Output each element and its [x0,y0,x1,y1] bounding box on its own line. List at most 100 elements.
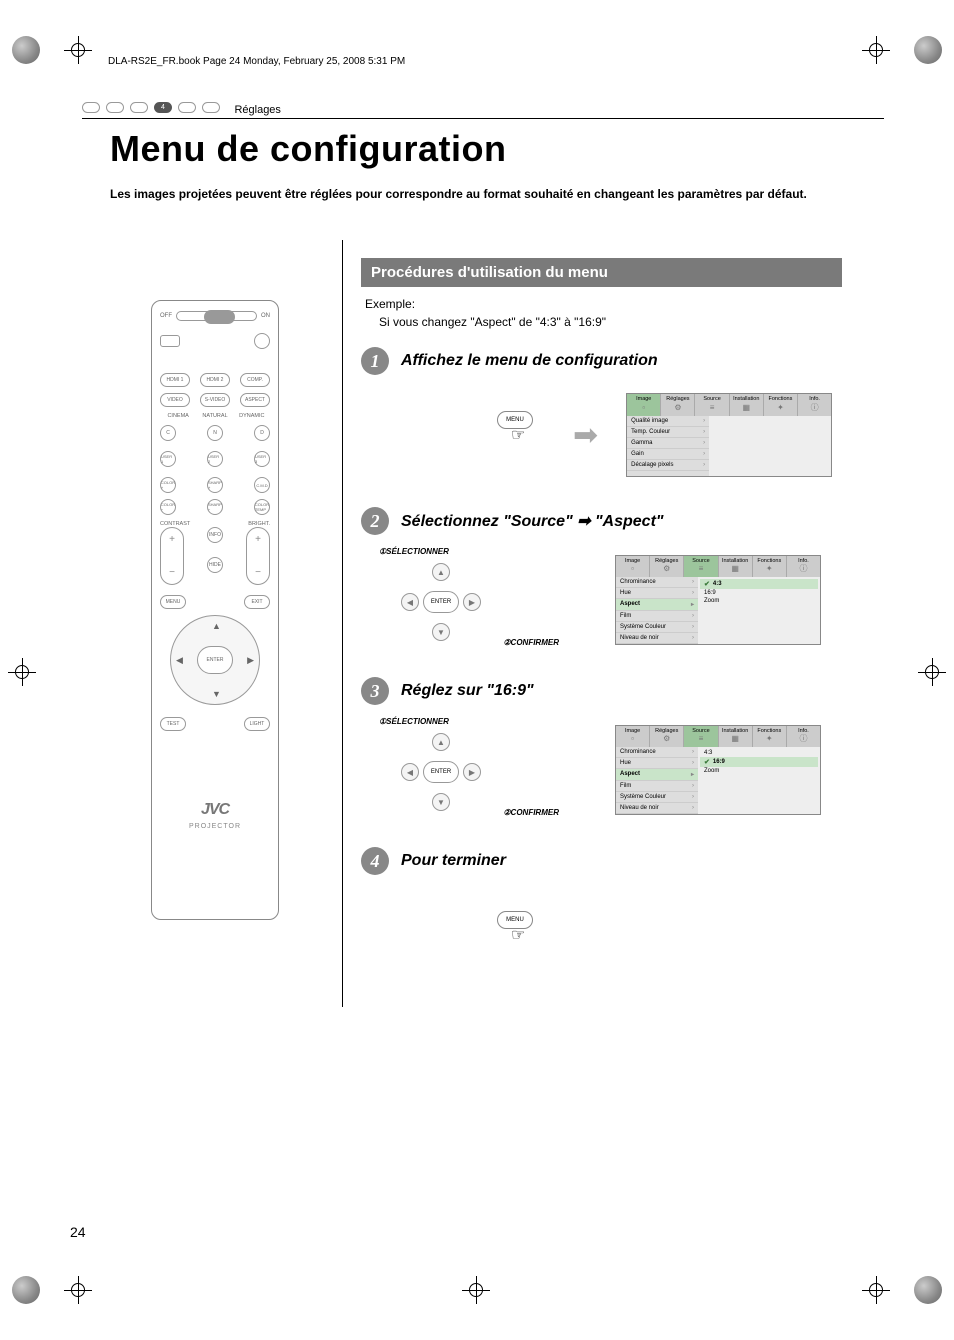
crop-mark [64,1276,92,1304]
osd-tab: Image▫ [627,394,661,415]
osd-menu-step2: Image▫ Réglages⚙ Source≡ Installation▦ F… [615,555,821,645]
remote-btn: SHARP + [207,477,223,493]
menu-button-illustration: MENU ☞ [497,911,545,959]
step-3-body: ①SÉLECTIONNER ▲ ▼ ◀ ▶ ENTER ②CONFIRMER I… [379,715,842,825]
step-title: Sélectionnez "Source" ➡ "Aspect" [401,511,663,531]
step-number: 2 [361,507,389,535]
osd-tab: Info.ⓘ [787,556,820,577]
osd-option: Zoom [700,597,818,605]
section-header: Procédures d'utilisation du menu [361,258,842,287]
osd-item-selected: Aspect▸ [616,769,698,781]
on-button [254,333,270,349]
osd-item: Gain› [627,449,709,460]
confirmer-label: CONFIRMER [511,808,559,817]
step-2-header: 2 Sélectionnez "Source" ➡ "Aspect" [361,507,842,535]
osd-item: Chrominance› [616,747,698,758]
osd-option-selected: ✔16:9 [700,757,818,767]
chapter-label: Réglages [234,104,280,116]
remote-btn: USER 3 [254,451,270,467]
remote-label: DYNAMIC [234,413,270,419]
remote-btn: COLOR + [160,477,176,493]
remote-btn: C.M.D [254,477,270,493]
remote-btn: HDMI 2 [200,373,230,387]
remote-btn: D [254,425,270,441]
osd-item: Film› [616,781,698,792]
step-1-header: 1 Affichez le menu de configuration [361,347,842,375]
selectionner-label: SÉLECTIONNER [386,547,449,556]
right-icon: ▶ [463,763,481,781]
osd-item: Niveau de noir› [616,803,698,814]
step-2-body: ①SÉLECTIONNER ▲ ▼ ◀ ▶ ENTER ②CONFIRMER I… [379,545,842,655]
osd-tab: Image▫ [616,556,650,577]
enter-button: ENTER [197,646,233,674]
step-1-body: MENU ☞ ➡ Image▫ Réglages⚙ Source≡ Instal… [379,385,842,485]
enter-btn: ENTER [423,591,459,613]
step-title: Affichez le menu de configuration [401,352,658,370]
osd-tab: Source≡ [695,394,729,415]
remote-btn: EXIT [244,595,270,609]
remote-btn: LIGHT [244,717,270,731]
texture-corner [914,1276,942,1304]
osd-item: Décalage pixels› [627,460,709,471]
brand-sub: PROJECTOR [160,823,270,830]
osd-option-selected: ✔4:3 [700,579,818,589]
crop-mark [862,36,890,64]
remote-off-label: OFF [160,313,172,319]
osd-option: 4:3 [700,749,818,757]
intro-text: Les images projetées peuvent être réglée… [110,186,840,203]
osd-tab: Réglages⚙ [661,394,695,415]
enter-illustration: ①SÉLECTIONNER ▲ ▼ ◀ ▶ ENTER ②CONFIRMER [379,545,499,655]
enter-illustration: ①SÉLECTIONNER ▲ ▼ ◀ ▶ ENTER ②CONFIRMER [379,715,499,825]
left-icon: ◀ [401,593,419,611]
osd-tab: Info.ⓘ [798,394,831,415]
crop-mark [918,658,946,686]
remote-btn: HIDE [207,557,223,573]
osd-item-selected: Aspect▸ [616,599,698,611]
page: DLA-RS2E_FR.book Page 24 Monday, Februar… [0,0,954,1340]
crop-mark [862,1276,890,1304]
menu-button-illustration: MENU ☞ [497,411,545,459]
chapter-number: 4 [154,102,172,113]
remote-btn: VIDEO [160,393,190,407]
step-number: 4 [361,847,389,875]
remote-column: OFF ON HDMI 1 HDMI 2 COMP. VIDEO S-VIDEO… [110,240,320,940]
texture-corner [914,36,942,64]
remote-btn: COLOR − [160,499,176,515]
example-text: Si vous changez "Aspect" de "4:3" à "16:… [379,315,842,329]
osd-tab: Source≡ [684,556,718,577]
remote-btn: USER 1 [160,451,176,467]
remote-label: NATURAL [197,413,233,419]
texture-corner [12,1276,40,1304]
remote-label: CINEMA [160,413,196,419]
osd-tab: Réglages⚙ [650,726,684,747]
step-4-body: MENU ☞ [379,885,842,985]
osd-item: Hue› [616,758,698,769]
osd-item: Qualité image› [627,416,709,427]
up-icon: ▲ [432,733,450,751]
osd-option: Zoom [700,767,818,775]
osd-tab: Réglages⚙ [650,556,684,577]
document-path: DLA-RS2E_FR.book Page 24 Monday, Februar… [108,56,405,67]
page-number: 24 [70,1224,86,1240]
remote-btn: S-VIDEO [200,393,230,407]
operate-bar [176,311,257,321]
step-number: 3 [361,677,389,705]
osd-item: Système Couleur› [616,792,698,803]
selectionner-label: SÉLECTIONNER [386,717,449,726]
osd-tab: Image▫ [616,726,650,747]
crop-mark [462,1276,490,1304]
remote-btn: INFO [207,527,223,543]
hand-icon: ☞ [511,925,525,945]
contrast-rocker: +− [160,527,184,585]
content-column: Procédures d'utilisation du menu Exemple… [342,240,842,1007]
remote-dpad: ▲▼◀▶ ENTER [170,615,260,705]
osd-item: Temp. Couleur› [627,427,709,438]
remote-on-label: ON [261,313,270,319]
remote-btn: TEST [160,717,186,731]
osd-menu-step1: Image▫ Réglages⚙ Source≡ Installation▦ F… [626,393,832,476]
osd-tab: Installation▦ [719,556,753,577]
step-title: Réglez sur "16:9" [401,682,534,700]
remote-btn: USER 2 [207,451,223,467]
down-icon: ▼ [432,793,450,811]
osd-tab: Source≡ [684,726,718,747]
